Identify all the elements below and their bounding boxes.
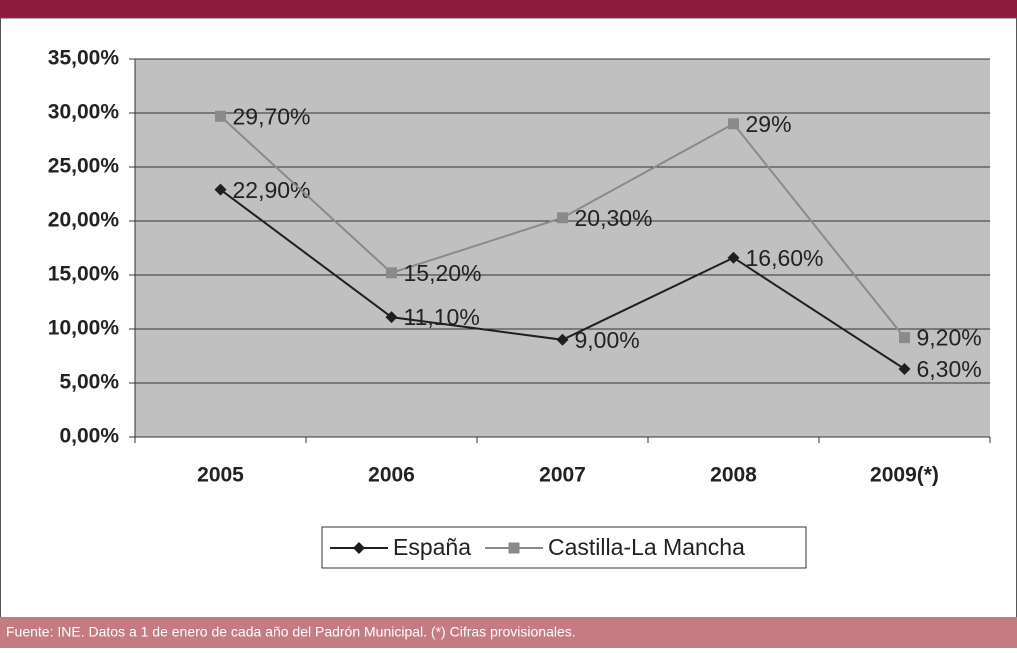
y-tick-label: 5,00%: [59, 371, 119, 394]
marker: [727, 251, 740, 264]
data-label: 11,10%: [404, 304, 480, 330]
marker: [556, 333, 569, 346]
legend-box: [321, 526, 807, 569]
data-label: 16,60%: [746, 245, 824, 271]
marker: [215, 110, 226, 122]
footer-bar: [0, 617, 1017, 648]
data-label: 9,00%: [575, 327, 640, 353]
y-tick-label: 30,00%: [48, 101, 120, 124]
legend-label: España: [393, 534, 471, 560]
footer-text: Fuente: INE. Datos a 1 de enero de cada …: [6, 624, 576, 640]
marker: [898, 362, 911, 375]
data-label: 15,20%: [404, 260, 482, 286]
marker: [728, 118, 739, 130]
x-tick-label: 2009(*): [870, 464, 939, 487]
data-label: 9,20%: [917, 325, 982, 351]
marker: [214, 183, 227, 196]
plot-area: [135, 59, 990, 437]
marker: [899, 332, 910, 344]
y-tick-label: 20,00%: [48, 209, 120, 232]
y-tick-label: 25,00%: [48, 155, 120, 178]
marker: [557, 212, 568, 224]
header-bar: [0, 0, 1017, 18]
marker: [386, 267, 397, 279]
x-tick-label: 2006: [368, 464, 415, 487]
data-label: 22,90%: [233, 177, 311, 203]
marker: [385, 311, 398, 324]
data-label: 29,70%: [233, 103, 311, 129]
marker: [353, 542, 365, 554]
data-label: 29%: [746, 111, 792, 137]
data-label: 20,30%: [575, 205, 653, 231]
y-tick-label: 35,00%: [48, 47, 120, 70]
y-tick-label: 15,00%: [48, 263, 120, 286]
data-label: 6,30%: [917, 356, 982, 382]
x-tick-label: 2008: [710, 464, 757, 487]
x-tick-label: 2007: [539, 464, 586, 487]
legend-label: Castilla-La Mancha: [548, 534, 745, 560]
y-tick-label: 10,00%: [48, 317, 120, 340]
x-tick-label: 2005: [197, 464, 244, 487]
marker: [508, 542, 520, 554]
y-tick-label: 0,00%: [59, 425, 119, 448]
